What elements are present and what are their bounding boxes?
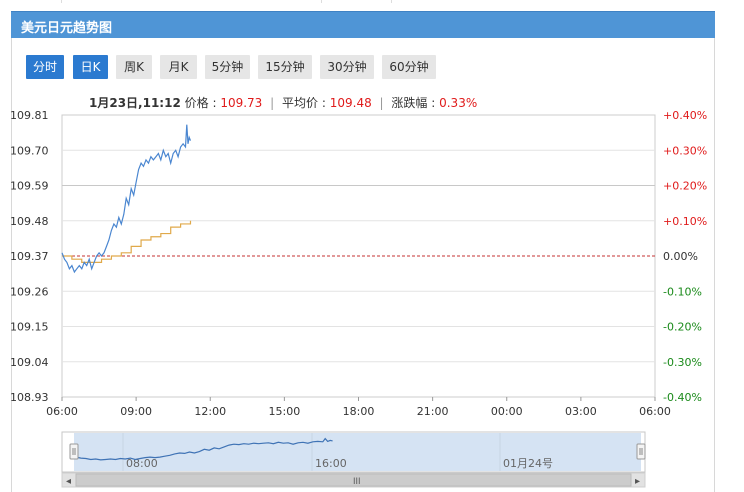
chart-title: 美元日元趋势图 xyxy=(21,21,113,36)
scroll-left-icon: ◂ xyxy=(66,476,71,487)
tab-daily-k[interactable]: 日K xyxy=(73,55,108,79)
info-change-label: 涨跌幅 : xyxy=(391,96,440,110)
y2-tick-label: 0.00% xyxy=(663,250,698,263)
x-tick-label: 06:00 xyxy=(639,405,671,418)
y2-tick-label: -0.30% xyxy=(663,356,702,369)
y-tick-label: 109.48 xyxy=(10,215,49,228)
navigator-left-handle[interactable] xyxy=(69,443,79,460)
x-tick-label: 15:00 xyxy=(269,405,301,418)
chart-lines xyxy=(61,124,655,274)
y-tick-label: 109.26 xyxy=(10,285,49,298)
info-avg: 109.48 xyxy=(329,96,372,110)
top-edge xyxy=(0,0,744,4)
tab-15min[interactable]: 15分钟 xyxy=(258,55,312,79)
y-tick-label: 108.93 xyxy=(10,391,49,404)
info-change: 0.33% xyxy=(439,96,478,110)
scrollbar-grip: III xyxy=(353,476,361,486)
tab-weekly-k[interactable]: 周K xyxy=(116,55,152,79)
info-price-label: 价格 : xyxy=(184,96,221,110)
average-price-line xyxy=(62,220,192,264)
top-edge-segment xyxy=(0,0,62,3)
y2-axis-labels: +0.40% +0.30% +0.20% +0.10% 0.00% -0.10% -0.20… xyxy=(663,109,707,404)
price-info: 1月23日,11:12 价格 : 109.73 | 平均价 : 109.48 |… xyxy=(89,94,477,111)
x-tick-label: 09:00 xyxy=(120,405,152,418)
info-price: 109.73 xyxy=(220,96,263,110)
y2-tick-label: +0.30% xyxy=(663,144,707,157)
tab-30min[interactable]: 30分钟 xyxy=(320,55,374,79)
y-tick-label: 109.15 xyxy=(10,321,49,334)
tab-intraday[interactable]: 分时 xyxy=(26,55,64,79)
navigator-selection[interactable] xyxy=(74,433,641,471)
y2-tick-label: +0.10% xyxy=(663,215,707,228)
tab-monthly-k[interactable]: 月K xyxy=(160,55,197,79)
x-tick-label: 21:00 xyxy=(417,405,449,418)
top-edge-segment xyxy=(322,0,392,3)
navigator-label: 08:00 xyxy=(126,457,158,470)
y-tick-label: 109.59 xyxy=(10,180,49,193)
top-edge-segment xyxy=(62,0,322,3)
navigator-label: 16:00 xyxy=(315,457,347,470)
x-tick-label: 18:00 xyxy=(343,405,375,418)
y2-tick-label: +0.20% xyxy=(663,180,707,193)
y2-tick-label: -0.10% xyxy=(663,285,702,298)
x-tick-label: 12:00 xyxy=(194,405,226,418)
tab-60min[interactable]: 60分钟 xyxy=(382,55,436,79)
tab-5min[interactable]: 5分钟 xyxy=(205,55,250,79)
price-line xyxy=(61,124,192,274)
y-tick-label: 109.04 xyxy=(10,356,49,369)
range-navigator: 08:00 16:00 01月24号 ◂ ▸ III xyxy=(61,431,646,488)
scroll-right-icon: ▸ xyxy=(635,476,640,487)
scrollbar-thumb[interactable] xyxy=(75,473,632,487)
info-avg-label: 平均价 : xyxy=(282,96,330,110)
info-separator: | xyxy=(379,96,384,110)
navigator-label: 01月24号 xyxy=(503,457,553,470)
navigator-price-line xyxy=(75,437,333,461)
info-separator: | xyxy=(270,96,275,110)
y2-tick-label: -0.40% xyxy=(663,391,702,404)
x-tick-label: 03:00 xyxy=(565,405,597,418)
x-tick-label: 06:00 xyxy=(46,405,78,418)
navigator-line xyxy=(75,437,333,461)
navigator-right-handle[interactable] xyxy=(636,443,646,460)
y-tick-label: 109.37 xyxy=(10,250,49,263)
y-tick-label: 109.81 xyxy=(10,109,49,122)
y-axis-labels: 109.81 109.70 109.59 109.48 109.37 109.26 109.… xyxy=(10,109,49,404)
chart-panel xyxy=(11,38,715,492)
y2-tick-label: -0.20% xyxy=(663,321,702,334)
info-datetime: 1月23日,11:12 xyxy=(89,96,181,110)
x-tick-label: 00:00 xyxy=(491,405,523,418)
y2-tick-label: +0.40% xyxy=(663,109,707,122)
chart-title-bar: 美元日元趋势图 xyxy=(11,11,715,38)
y-tick-label: 109.70 xyxy=(10,144,49,157)
x-axis-labels: 06:00 09:00 12:00 15:00 18:00 21:00 00:00 03:00… xyxy=(46,405,671,418)
